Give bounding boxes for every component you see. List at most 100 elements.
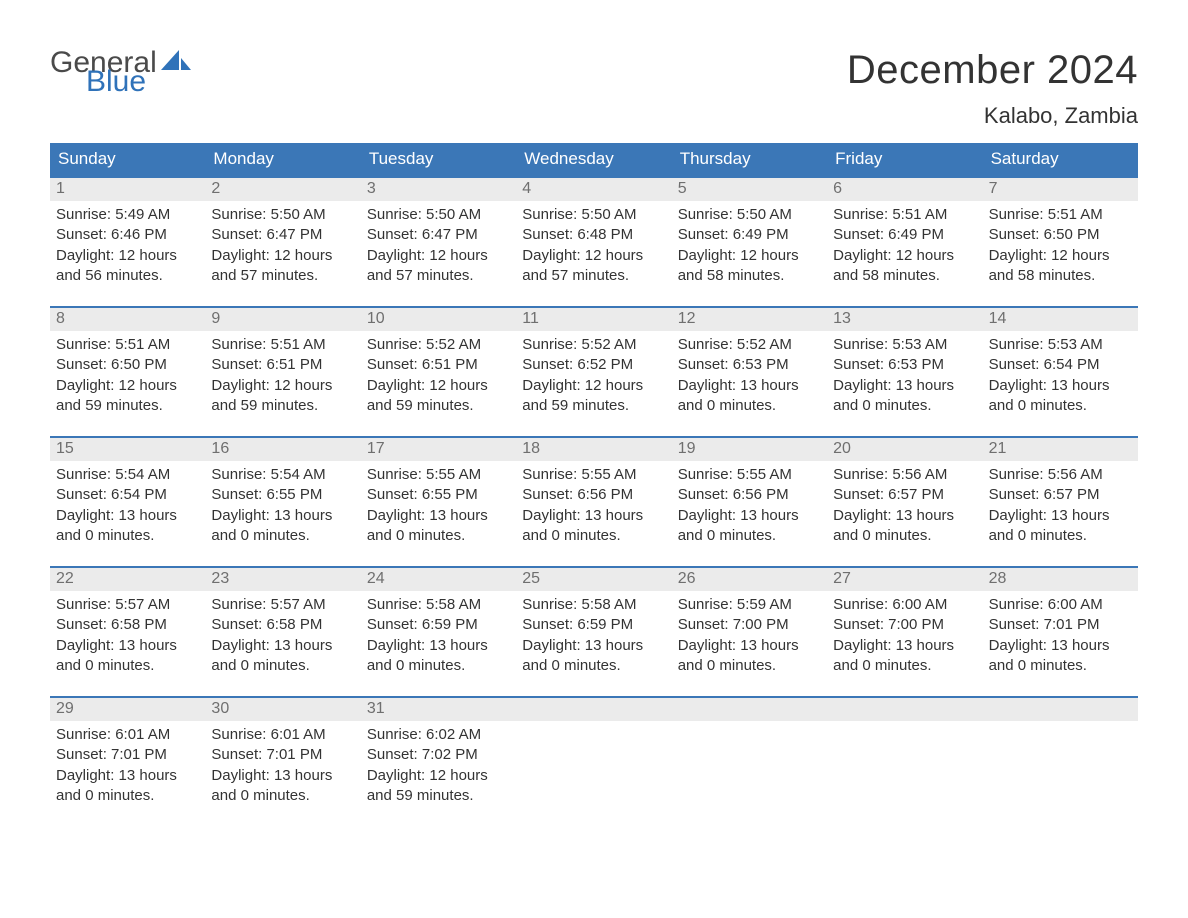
day-sunrise: Sunrise: 5:50 AM	[522, 205, 665, 225]
day-sunset: Sunset: 6:54 PM	[989, 355, 1132, 375]
day-sunset: Sunset: 7:01 PM	[989, 615, 1132, 635]
day-sunrise: Sunrise: 5:53 AM	[989, 335, 1132, 355]
day-number: 8	[50, 308, 205, 331]
day-dl2: and 0 minutes.	[211, 786, 354, 806]
day-number: 31	[361, 698, 516, 721]
day-cell: Sunrise: 5:51 AMSunset: 6:50 PMDaylight:…	[983, 201, 1138, 288]
day-sunset: Sunset: 7:02 PM	[367, 745, 510, 765]
day-sunset: Sunset: 6:50 PM	[56, 355, 199, 375]
day-sunrise: Sunrise: 5:50 AM	[367, 205, 510, 225]
day-dl1: Daylight: 13 hours	[56, 506, 199, 526]
day-number: 18	[516, 438, 671, 461]
day-dl2: and 57 minutes.	[367, 266, 510, 286]
day-sunrise: Sunrise: 5:51 AM	[211, 335, 354, 355]
day-sunrise: Sunrise: 6:01 AM	[56, 725, 199, 745]
day-number: 16	[205, 438, 360, 461]
day-number: 22	[50, 568, 205, 591]
day-cell: Sunrise: 6:00 AMSunset: 7:00 PMDaylight:…	[827, 591, 982, 678]
day-cell: Sunrise: 5:56 AMSunset: 6:57 PMDaylight:…	[983, 461, 1138, 548]
day-sunrise: Sunrise: 5:55 AM	[367, 465, 510, 485]
week-row: 22232425262728Sunrise: 5:57 AMSunset: 6:…	[50, 566, 1138, 678]
day-number: 6	[827, 178, 982, 201]
day-cell: Sunrise: 5:58 AMSunset: 6:59 PMDaylight:…	[361, 591, 516, 678]
dayhead-sun: Sunday	[50, 143, 205, 176]
day-dl2: and 59 minutes.	[367, 786, 510, 806]
day-number: 7	[983, 178, 1138, 201]
day-dl1: Daylight: 13 hours	[833, 636, 976, 656]
day-cell: Sunrise: 5:55 AMSunset: 6:56 PMDaylight:…	[516, 461, 671, 548]
day-dl2: and 0 minutes.	[678, 526, 821, 546]
day-dl2: and 58 minutes.	[989, 266, 1132, 286]
day-number: 15	[50, 438, 205, 461]
dayhead-tue: Tuesday	[361, 143, 516, 176]
day-dl2: and 0 minutes.	[367, 526, 510, 546]
day-dl2: and 56 minutes.	[56, 266, 199, 286]
day-sunset: Sunset: 6:58 PM	[211, 615, 354, 635]
day-number: 24	[361, 568, 516, 591]
day-sunset: Sunset: 6:51 PM	[367, 355, 510, 375]
week-row: 1234567Sunrise: 5:49 AMSunset: 6:46 PMDa…	[50, 176, 1138, 288]
day-sunset: Sunset: 6:53 PM	[678, 355, 821, 375]
day-dl1: Daylight: 13 hours	[522, 636, 665, 656]
day-dl2: and 0 minutes.	[678, 396, 821, 416]
day-dl2: and 0 minutes.	[678, 656, 821, 676]
day-dl1: Daylight: 13 hours	[367, 506, 510, 526]
day-number: 27	[827, 568, 982, 591]
day-cell: Sunrise: 6:02 AMSunset: 7:02 PMDaylight:…	[361, 721, 516, 808]
daynum-strip: 15161718192021	[50, 438, 1138, 461]
day-cell: Sunrise: 5:51 AMSunset: 6:50 PMDaylight:…	[50, 331, 205, 418]
day-number: 25	[516, 568, 671, 591]
week-row: 15161718192021Sunrise: 5:54 AMSunset: 6:…	[50, 436, 1138, 548]
day-dl1: Daylight: 12 hours	[678, 246, 821, 266]
day-cell: Sunrise: 5:50 AMSunset: 6:49 PMDaylight:…	[672, 201, 827, 288]
day-cell: Sunrise: 5:58 AMSunset: 6:59 PMDaylight:…	[516, 591, 671, 678]
day-dl1: Daylight: 13 hours	[989, 506, 1132, 526]
day-dl2: and 59 minutes.	[522, 396, 665, 416]
day-number: 17	[361, 438, 516, 461]
day-number: 5	[672, 178, 827, 201]
day-dl2: and 0 minutes.	[522, 656, 665, 676]
day-sunrise: Sunrise: 5:50 AM	[678, 205, 821, 225]
day-dl1: Daylight: 13 hours	[56, 636, 199, 656]
day-dl2: and 0 minutes.	[56, 786, 199, 806]
day-dl2: and 0 minutes.	[989, 656, 1132, 676]
day-dl1: Daylight: 13 hours	[56, 766, 199, 786]
day-cell	[516, 721, 671, 808]
day-number: 4	[516, 178, 671, 201]
day-sunrise: Sunrise: 5:52 AM	[367, 335, 510, 355]
day-cell: Sunrise: 6:01 AMSunset: 7:01 PMDaylight:…	[50, 721, 205, 808]
dayhead-thu: Thursday	[672, 143, 827, 176]
day-dl2: and 0 minutes.	[833, 396, 976, 416]
day-cell: Sunrise: 6:01 AMSunset: 7:01 PMDaylight:…	[205, 721, 360, 808]
day-dl2: and 0 minutes.	[989, 396, 1132, 416]
day-cell: Sunrise: 5:53 AMSunset: 6:53 PMDaylight:…	[827, 331, 982, 418]
day-dl1: Daylight: 12 hours	[367, 246, 510, 266]
day-cell: Sunrise: 5:52 AMSunset: 6:52 PMDaylight:…	[516, 331, 671, 418]
day-dl1: Daylight: 12 hours	[211, 246, 354, 266]
dayhead-wed: Wednesday	[516, 143, 671, 176]
day-sunset: Sunset: 6:53 PM	[833, 355, 976, 375]
day-number: 12	[672, 308, 827, 331]
day-dl2: and 0 minutes.	[56, 656, 199, 676]
daynum-strip: 22232425262728	[50, 568, 1138, 591]
day-sunrise: Sunrise: 5:54 AM	[56, 465, 199, 485]
day-sunset: Sunset: 6:47 PM	[211, 225, 354, 245]
day-sunrise: Sunrise: 5:58 AM	[367, 595, 510, 615]
day-dl2: and 57 minutes.	[211, 266, 354, 286]
day-number: 26	[672, 568, 827, 591]
day-sunrise: Sunrise: 5:53 AM	[833, 335, 976, 355]
day-dl2: and 59 minutes.	[211, 396, 354, 416]
day-sunset: Sunset: 6:46 PM	[56, 225, 199, 245]
daynum-strip: 1234567	[50, 178, 1138, 201]
day-cell: Sunrise: 6:00 AMSunset: 7:01 PMDaylight:…	[983, 591, 1138, 678]
day-sunset: Sunset: 6:51 PM	[211, 355, 354, 375]
day-header-row: Sunday Monday Tuesday Wednesday Thursday…	[50, 143, 1138, 176]
day-sunset: Sunset: 6:59 PM	[522, 615, 665, 635]
day-sunrise: Sunrise: 5:51 AM	[989, 205, 1132, 225]
day-dl1: Daylight: 12 hours	[56, 376, 199, 396]
day-sunset: Sunset: 6:49 PM	[678, 225, 821, 245]
day-dl1: Daylight: 12 hours	[367, 376, 510, 396]
day-dl1: Daylight: 12 hours	[56, 246, 199, 266]
day-dl1: Daylight: 13 hours	[989, 636, 1132, 656]
day-dl1: Daylight: 12 hours	[833, 246, 976, 266]
